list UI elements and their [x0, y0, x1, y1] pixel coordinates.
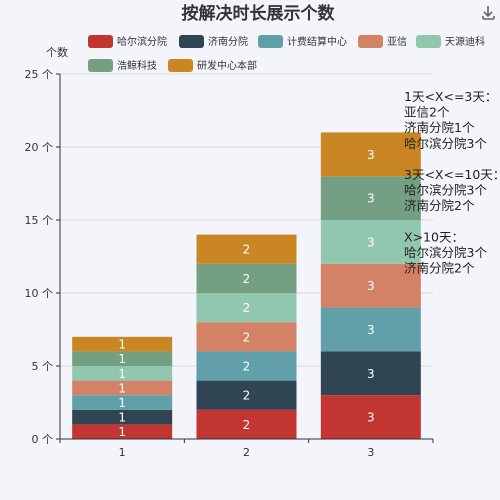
bar-segment	[320, 351, 421, 396]
legend-label[interactable]: 亚信	[387, 36, 407, 48]
bar-segment	[72, 366, 173, 381]
annotation-line: 济南分院1个	[404, 120, 475, 135]
bar-segment	[72, 351, 173, 366]
legend-swatch[interactable]	[258, 35, 283, 48]
bar-segment	[320, 263, 421, 308]
y-tick-label: 20 个	[25, 141, 54, 154]
annotation-line: 哈尔滨分院3个	[404, 136, 487, 151]
bar-value-label: 3	[367, 367, 375, 381]
legend-label[interactable]: 计费结算中心	[287, 35, 347, 48]
annotation-line: 济南分院2个	[404, 198, 475, 213]
bar-segment	[72, 380, 173, 396]
y-tick-label: 5 个	[32, 360, 54, 373]
bar-segment	[320, 132, 421, 177]
annotation-line: 3天<X<=10天：	[404, 167, 500, 182]
x-tick-label: 3	[367, 446, 374, 459]
legend-label[interactable]: 研发中心本部	[197, 59, 257, 72]
legend-swatch[interactable]	[416, 35, 441, 48]
bar-segment	[72, 424, 173, 439]
annotation-line: 哈尔滨分院3个	[404, 183, 487, 198]
bar-value-label: 2	[243, 272, 251, 286]
bar-value-label: 3	[367, 323, 375, 337]
bar-value-label: 1	[118, 338, 126, 352]
x-tick-label: 2	[243, 446, 250, 459]
legend-swatch[interactable]	[358, 35, 383, 48]
annotation: 1天<X<=3天：亚信2个济南分院1个哈尔滨分院3个3天<X<=10天：哈尔滨分…	[404, 89, 500, 276]
bar-value-label: 1	[118, 352, 126, 366]
download-icon[interactable]	[482, 6, 495, 20]
bar-segment	[72, 336, 173, 352]
y-axis-label: 个数	[46, 46, 68, 59]
bar-value-label: 2	[243, 418, 251, 432]
x-tick-label: 1	[119, 446, 126, 459]
legend-swatch[interactable]	[88, 35, 113, 48]
chart-title: 按解决时长展示个数	[182, 3, 336, 24]
bar-value-label: 2	[243, 389, 251, 403]
bar-segment	[196, 351, 297, 381]
annotation-line: 济南分院2个	[404, 261, 475, 276]
annotation-line: X>10天：	[404, 229, 464, 244]
bar-value-label: 3	[367, 148, 375, 162]
axes: 0 个 5 个 10 个 15 个 20 个 25 个 1 2 3	[25, 68, 434, 459]
y-tick-label: 10 个	[25, 287, 54, 300]
annotation-line: 哈尔滨分院3个	[404, 245, 487, 260]
bar-value-label: 3	[367, 411, 375, 425]
bar-segment	[320, 220, 421, 264]
bar-value-label: 3	[367, 192, 375, 206]
bar-value-label: 3	[367, 279, 375, 293]
bar-segment	[196, 322, 297, 352]
bar-segment	[196, 380, 297, 410]
bar-value-label: 2	[243, 330, 251, 344]
y-tick-label: 0 个	[32, 433, 54, 446]
bar-segment	[320, 176, 421, 220]
bar-value-label: 1	[118, 396, 126, 410]
bar-value-label: 2	[243, 360, 251, 374]
bar-value-label: 2	[243, 243, 251, 257]
bar-value-label: 3	[367, 235, 375, 249]
bar-segment	[72, 395, 173, 410]
bar-value-label: 1	[118, 367, 126, 381]
bar-segment	[196, 293, 297, 323]
bar-value-label: 2	[243, 301, 251, 315]
bar-segment	[72, 409, 173, 425]
legend-label[interactable]: 浩鲸科技	[117, 59, 157, 72]
bar-value-label: 1	[118, 381, 126, 395]
bar-segment	[320, 307, 421, 352]
legend-label[interactable]: 哈尔滨分院	[117, 35, 167, 48]
bar-value-label: 1	[118, 411, 126, 425]
bar-segment	[196, 409, 297, 439]
legend-label[interactable]: 济南分院	[208, 35, 248, 48]
y-tick-label: 15 个	[25, 214, 54, 227]
annotation-line: 亚信2个	[404, 105, 450, 120]
annotation-line: 1天<X<=3天：	[404, 89, 497, 104]
legend-swatch[interactable]	[179, 35, 204, 48]
legend-label[interactable]: 天源迪科	[445, 35, 485, 48]
bar-segment	[196, 234, 297, 264]
legend-swatch[interactable]	[88, 59, 113, 72]
bar-value-label: 1	[118, 425, 126, 439]
legend-swatch[interactable]	[168, 59, 193, 72]
bar-segment	[196, 263, 297, 293]
bar-segment	[320, 395, 421, 439]
y-tick-label: 25 个	[25, 68, 54, 81]
